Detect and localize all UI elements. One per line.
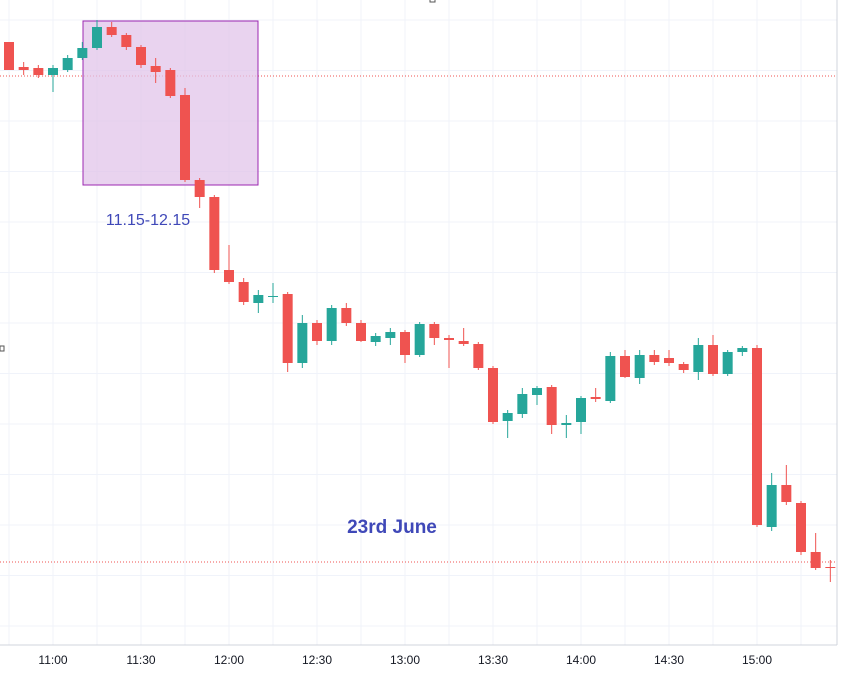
candle-body: [708, 345, 718, 374]
candle-body: [282, 294, 293, 363]
x-tick-label: 12:30: [302, 653, 332, 667]
candle-body: [678, 364, 689, 370]
x-tick-label: 12:00: [214, 653, 244, 667]
x-tick-label: 14:30: [654, 653, 684, 667]
candle-body: [722, 352, 733, 374]
x-tick-label: 11:00: [38, 653, 67, 667]
x-tick-label: 15:00: [742, 653, 772, 667]
candle-body: [253, 295, 264, 303]
candle-body: [224, 270, 234, 282]
candle-body: [77, 48, 88, 58]
x-tick-label: 14:00: [566, 653, 596, 667]
candle-body: [664, 358, 674, 363]
x-tick-label: 13:30: [478, 653, 508, 667]
candle-body: [605, 356, 616, 401]
candle-body: [590, 397, 601, 399]
candle-body: [209, 197, 220, 270]
candle-body: [546, 387, 557, 425]
candle-body: [766, 485, 777, 527]
candle-body: [532, 388, 542, 395]
candle-body: [781, 485, 792, 502]
candle-body: [4, 42, 14, 70]
candle-body: [458, 341, 469, 344]
candle-body: [165, 70, 176, 96]
candle-body: [356, 323, 366, 341]
annotation: 11.15-12.15: [106, 212, 190, 229]
candle-body: [106, 27, 117, 35]
candle-body: [326, 308, 337, 341]
candle-body: [48, 68, 58, 75]
candle-body: [341, 308, 352, 323]
candle-body: [33, 68, 44, 75]
handle: [0, 345, 5, 352]
candle-body: [517, 394, 528, 414]
candle-body: [561, 423, 572, 425]
candle-body: [429, 324, 440, 338]
x-tick-label: 13:00: [390, 653, 420, 667]
candle-body: [238, 282, 249, 302]
annotation: 23rd June: [347, 517, 437, 538]
candle-body: [18, 67, 29, 70]
candle-body: [385, 332, 396, 338]
candles: [4, 20, 836, 582]
candle-body: [92, 27, 102, 48]
candle-body: [473, 344, 484, 368]
candle-body: [576, 398, 586, 422]
candle-body: [150, 66, 161, 72]
highlight-box: [82, 20, 259, 186]
handle: [429, 0, 436, 3]
candle-body: [180, 95, 190, 180]
candle-body: [796, 503, 806, 552]
candle-body: [737, 348, 748, 352]
x-tick-label: 11:30: [126, 653, 155, 667]
candle-body: [268, 296, 278, 297]
candle-body: [414, 324, 425, 355]
candle-body: [810, 552, 821, 568]
candle-body: [194, 180, 205, 197]
candle-body: [444, 338, 454, 340]
candle-body: [620, 356, 630, 377]
candle-body: [752, 348, 762, 525]
candle-body: [121, 35, 132, 47]
candle-body: [136, 47, 146, 65]
candle-body: [370, 336, 381, 342]
candle-body: [62, 58, 73, 70]
candle-body: [488, 368, 498, 422]
candle-body: [297, 323, 308, 363]
candle-body: [825, 567, 836, 568]
candle-body: [312, 323, 322, 341]
candle-body: [502, 413, 513, 421]
candle-body: [693, 345, 704, 372]
candle-body: [649, 355, 660, 362]
candle-body: [634, 355, 645, 378]
candle-body: [400, 332, 410, 355]
